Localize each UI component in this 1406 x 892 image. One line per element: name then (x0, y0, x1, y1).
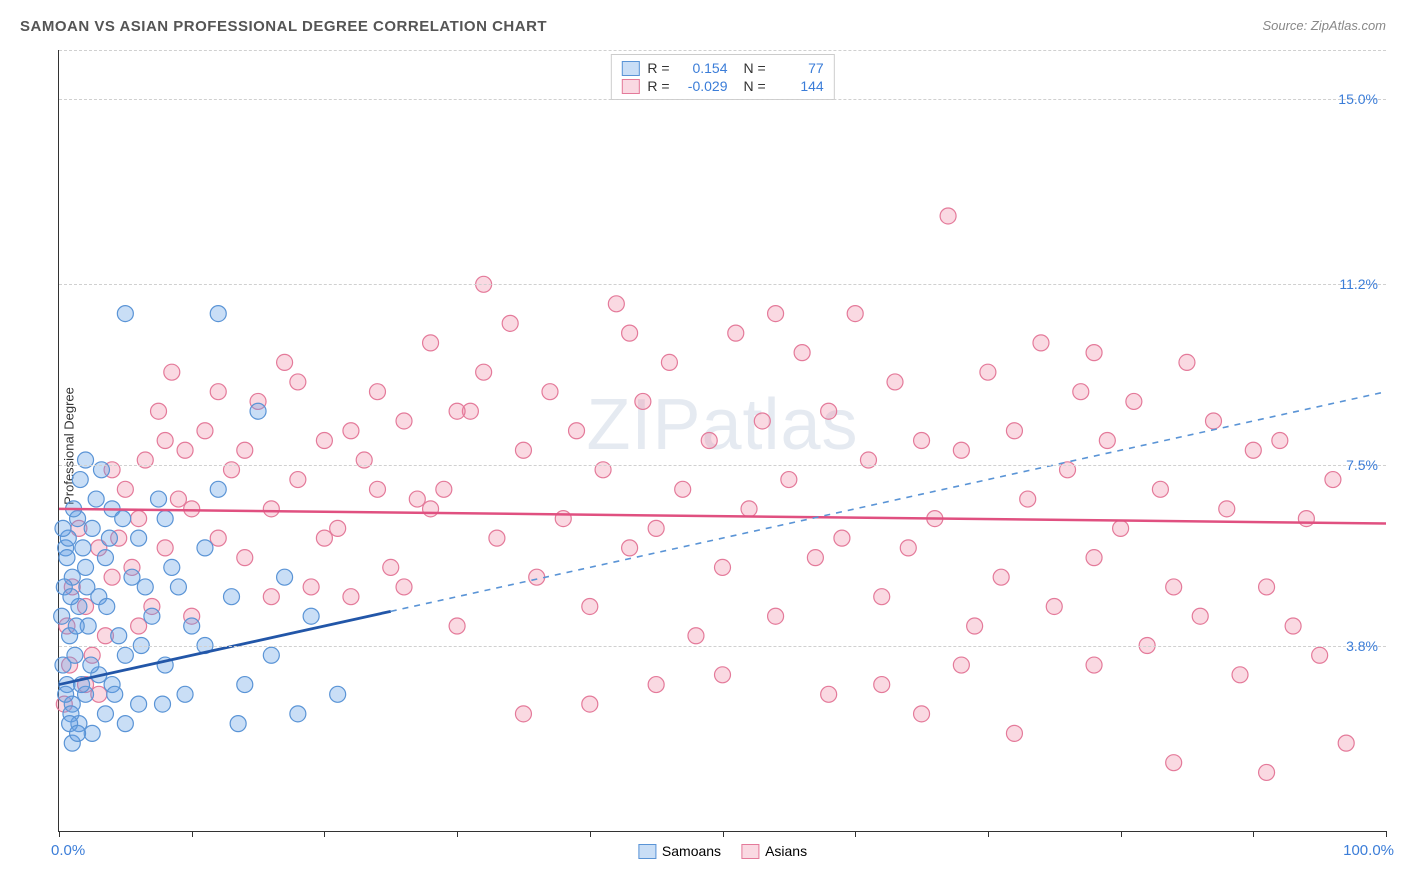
swatch-icon (638, 844, 656, 859)
x-tick (324, 831, 325, 837)
y-tick-label: 7.5% (1346, 457, 1378, 473)
gridline (59, 50, 1386, 51)
x-tick (988, 831, 989, 837)
legend-label: Asians (765, 843, 807, 859)
y-tick-label: 15.0% (1338, 91, 1378, 107)
y-tick-label: 11.2% (1339, 276, 1378, 292)
x-tick (1121, 831, 1122, 837)
scatter-svg (59, 50, 1386, 831)
x-tick (1386, 831, 1387, 837)
y-tick-label: 3.8% (1346, 638, 1378, 654)
stats-row-samoan: R =0.154 N =77 (621, 59, 823, 77)
swatch-icon (741, 844, 759, 859)
x-tick (59, 831, 60, 837)
legend-item-asian: Asians (741, 843, 807, 859)
chart-plot-area: ZIPatlas R =0.154 N =77R =-0.029 N =144 … (58, 50, 1386, 832)
legend-label: Samoans (662, 843, 721, 859)
x-tick (1253, 831, 1254, 837)
gridline (59, 284, 1386, 285)
x-axis-min-label: 0.0% (51, 842, 85, 859)
gridline (59, 99, 1386, 100)
series-legend: Samoans Asians (638, 843, 807, 859)
gridline (59, 646, 1386, 647)
correlation-stats-box: R =0.154 N =77R =-0.029 N =144 (610, 54, 834, 100)
legend-item-samoan: Samoans (638, 843, 721, 859)
x-axis-max-label: 100.0% (1343, 842, 1394, 859)
x-tick (855, 831, 856, 837)
stats-row-asian: R =-0.029 N =144 (621, 77, 823, 95)
x-tick (590, 831, 591, 837)
chart-title: SAMOAN VS ASIAN PROFESSIONAL DEGREE CORR… (20, 18, 547, 35)
swatch-icon (621, 79, 639, 94)
gridline (59, 465, 1386, 466)
x-tick (723, 831, 724, 837)
x-tick (192, 831, 193, 837)
swatch-icon (621, 61, 639, 76)
source-attribution: Source: ZipAtlas.com (1262, 18, 1386, 33)
x-tick (457, 831, 458, 837)
